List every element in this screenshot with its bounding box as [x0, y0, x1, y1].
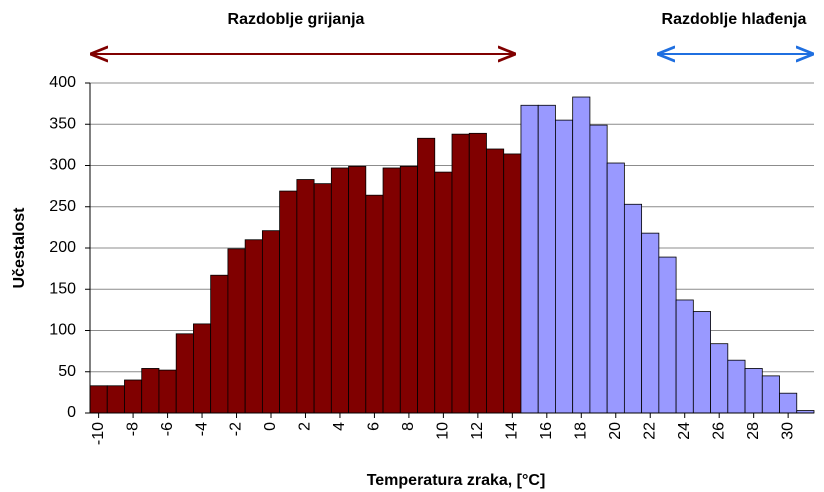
bar: [692, 311, 711, 414]
bar: [589, 124, 608, 414]
bar: [761, 375, 780, 414]
x-tick-label: 24: [676, 422, 693, 440]
x-tick-label: 8: [400, 422, 417, 431]
bar: [244, 239, 263, 414]
bar: [124, 379, 143, 414]
x-tick-label: -6: [159, 422, 176, 436]
bar: [468, 132, 487, 414]
bar: [365, 194, 384, 414]
y-tick-label: 150: [49, 280, 76, 297]
annotation: Razdoblje hlađenja: [662, 11, 807, 28]
bar: [451, 133, 470, 414]
y-tick-label: 400: [49, 74, 76, 91]
bar: [417, 137, 436, 414]
x-tick-label: -4: [193, 422, 210, 436]
y-tick-label: 300: [49, 157, 76, 174]
bar: [641, 232, 660, 414]
bar: [399, 165, 418, 414]
x-tick-label: 12: [469, 422, 486, 440]
bar: [572, 96, 591, 414]
y-tick-label: 350: [49, 115, 76, 132]
bar: [520, 104, 539, 414]
bar: [279, 190, 298, 414]
bar: [210, 274, 229, 414]
bar: [227, 248, 246, 414]
bar: [658, 256, 677, 414]
bar: [89, 385, 108, 414]
bar: [175, 333, 194, 414]
x-tick-label: 28: [745, 422, 762, 440]
x-tick-label: 4: [331, 422, 348, 431]
bar: [193, 323, 212, 414]
bar: [158, 369, 177, 414]
x-tick-label: 14: [504, 422, 521, 440]
y-tick-label: 250: [49, 198, 76, 215]
x-tick-label: 10: [435, 422, 452, 440]
bar: [296, 179, 315, 414]
x-tick-label: 6: [366, 422, 383, 431]
y-tick-label: 100: [49, 322, 76, 339]
y-tick-label: 200: [49, 239, 76, 256]
y-tick-label: 0: [67, 404, 76, 421]
bar: [727, 359, 746, 414]
bar: [348, 165, 367, 414]
y-axis-label: Učestalost: [11, 207, 28, 289]
x-tick-label: 0: [262, 422, 279, 431]
bar: [330, 167, 349, 414]
bar: [606, 162, 625, 414]
bar: [434, 171, 453, 414]
bar: [555, 119, 574, 414]
bar: [106, 385, 125, 414]
bar: [779, 392, 798, 414]
bar: [313, 183, 332, 414]
x-tick-label: -2: [228, 422, 245, 436]
x-tick-label: 30: [779, 422, 796, 440]
annotation: Razdoblje grijanja: [228, 11, 365, 28]
bar: [503, 153, 522, 414]
bar: [744, 368, 763, 414]
bar: [623, 203, 643, 414]
x-tick-label: 20: [607, 422, 624, 440]
bar: [261, 230, 281, 414]
bar: [141, 368, 160, 414]
bar: [710, 343, 729, 414]
x-tick-label: -10: [90, 422, 107, 445]
bar: [382, 167, 401, 414]
x-tick-label: 22: [641, 422, 658, 440]
bar: [486, 148, 505, 414]
bar: [537, 104, 556, 414]
x-tick-label: -8: [124, 422, 141, 436]
x-tick-label: 26: [710, 422, 727, 440]
x-axis-label: Temperatura zraka, [°C]: [367, 472, 546, 489]
x-tick-label: 2: [297, 422, 314, 431]
x-tick-label: 16: [538, 422, 555, 440]
bar: [675, 299, 694, 414]
y-tick-label: 50: [58, 363, 76, 380]
x-tick-label: 18: [573, 422, 590, 440]
